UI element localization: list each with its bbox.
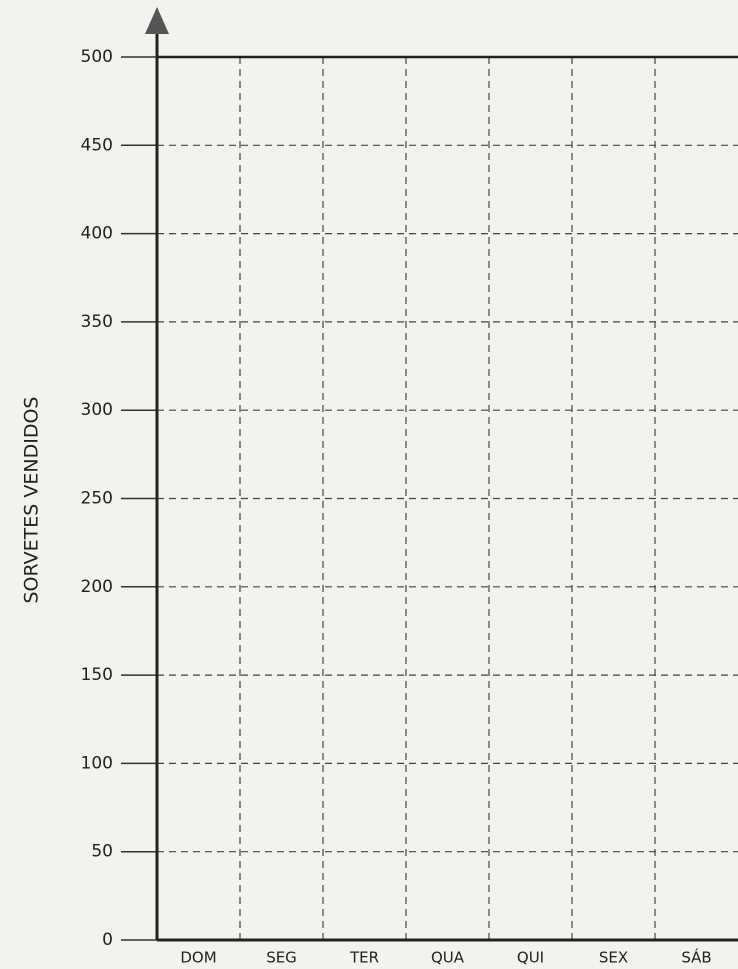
y-tick-label: 300 [81,400,113,420]
y-tick-label: 500 [81,47,113,67]
y-tick-label: 150 [81,665,113,685]
x-tick-label: DOM [180,949,216,967]
x-tick-label: TER [349,949,379,967]
x-tick-label: SEG [266,949,297,967]
y-tick-label: 400 [81,224,113,244]
y-axis-label: SORVETES VENDIDOS [21,397,43,604]
x-tick-label: QUI [517,949,544,967]
y-tick-label: 200 [81,577,113,597]
y-tick-label: 450 [81,135,113,155]
x-tick-label: SEX [599,949,628,967]
y-tick-label: 100 [81,753,113,773]
y-tick-label: 50 [91,842,113,862]
x-tick-label: QUA [431,949,465,967]
y-axis-arrow [145,7,169,34]
y-tick-label: 0 [102,930,113,950]
y-tick-label: 250 [81,489,113,509]
y-tick-label: 350 [81,312,113,332]
x-tick-label: SÁB [681,948,711,967]
